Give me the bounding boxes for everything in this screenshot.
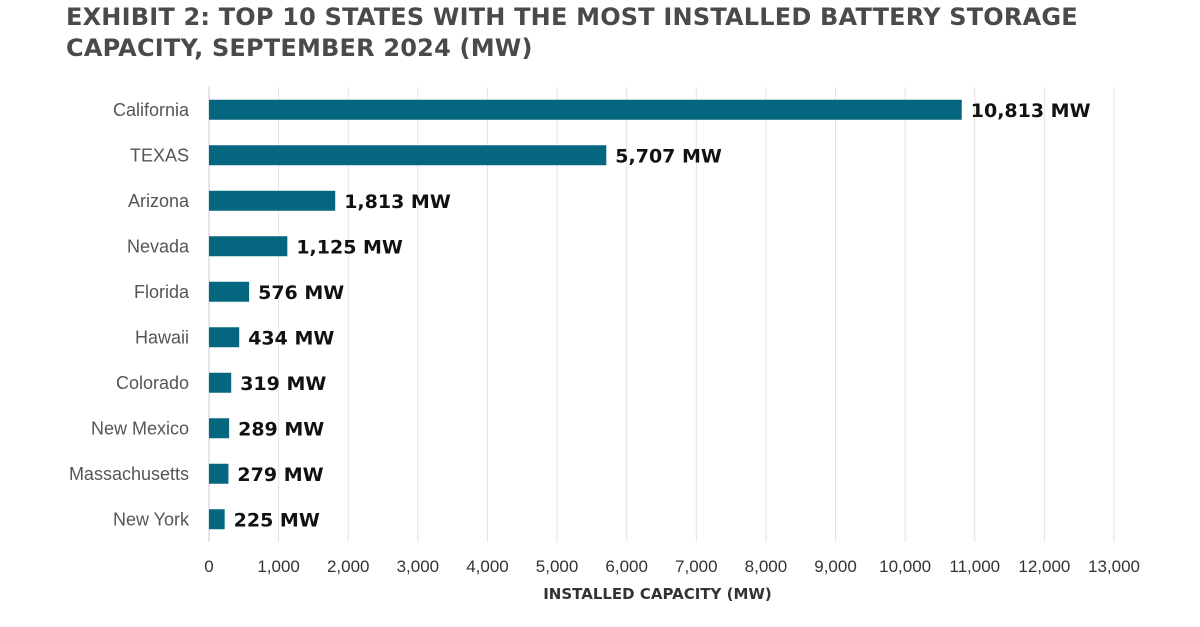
data-label-new-york: 225 MW <box>234 509 320 531</box>
x-tick-label-4000: 4,000 <box>466 557 509 576</box>
data-label-california: 10,813 MW <box>971 100 1091 122</box>
data-label-arizona: 1,813 MW <box>344 191 451 213</box>
category-label-florida: Florida <box>134 282 190 302</box>
data-label-colorado: 319 MW <box>240 373 326 395</box>
category-label-colorado: Colorado <box>116 373 189 393</box>
chart-title: EXHIBIT 2: TOP 10 STATES WITH THE MOST I… <box>66 2 1176 64</box>
x-tick-label-5000: 5,000 <box>536 557 579 576</box>
category-label-massachusetts: Massachusetts <box>69 464 189 484</box>
data-label-massachusetts: 279 MW <box>237 464 323 486</box>
data-label-new-mexico: 289 MW <box>238 418 324 440</box>
chart-title-line-2: CAPACITY, SEPTEMBER 2024 (MW) <box>66 34 533 62</box>
x-tick-label-11000: 11,000 <box>949 557 1000 576</box>
x-tick-label-13000: 13,000 <box>1088 557 1140 576</box>
category-label-nevada: Nevada <box>127 236 190 256</box>
x-tick-label-1000: 1,000 <box>257 557 300 576</box>
category-label-new-york: New York <box>113 509 190 529</box>
x-tick-label-12000: 12,000 <box>1018 557 1070 576</box>
bar-arizona <box>209 190 336 211</box>
x-tick-label-0: 0 <box>204 557 213 576</box>
x-tick-label-6000: 6,000 <box>605 557 648 576</box>
bar-nevada <box>209 236 288 257</box>
bar-new-york <box>209 509 225 530</box>
category-label-new-mexico: New Mexico <box>91 418 189 438</box>
x-tick-label-10000: 10,000 <box>879 557 931 576</box>
bar-massachusetts <box>209 463 229 484</box>
x-tick-label-8000: 8,000 <box>745 557 788 576</box>
data-label-texas: 5,707 MW <box>615 145 722 167</box>
chart-title-line-1: EXHIBIT 2: TOP 10 STATES WITH THE MOST I… <box>66 3 1078 31</box>
bar-hawaii <box>209 327 240 348</box>
bar-california <box>209 99 962 120</box>
bar-new-mexico <box>209 418 230 439</box>
x-tick-label-3000: 3,000 <box>397 557 440 576</box>
bar-texas <box>209 145 607 166</box>
data-label-nevada: 1,125 MW <box>296 236 403 258</box>
category-label-arizona: Arizona <box>128 191 190 211</box>
bar-colorado <box>209 372 232 393</box>
category-label-hawaii: Hawaii <box>135 327 189 347</box>
category-label-texas: TEXAS <box>130 145 189 165</box>
data-label-florida: 576 MW <box>258 282 344 304</box>
data-label-hawaii: 434 MW <box>248 327 334 349</box>
x-tick-label-9000: 9,000 <box>814 557 857 576</box>
bar-florida <box>209 281 250 302</box>
x-tick-label-7000: 7,000 <box>675 557 718 576</box>
x-tick-label-2000: 2,000 <box>327 557 370 576</box>
x-axis-title: INSTALLED CAPACITY (MW) <box>543 585 772 603</box>
category-label-california: California <box>113 100 190 120</box>
